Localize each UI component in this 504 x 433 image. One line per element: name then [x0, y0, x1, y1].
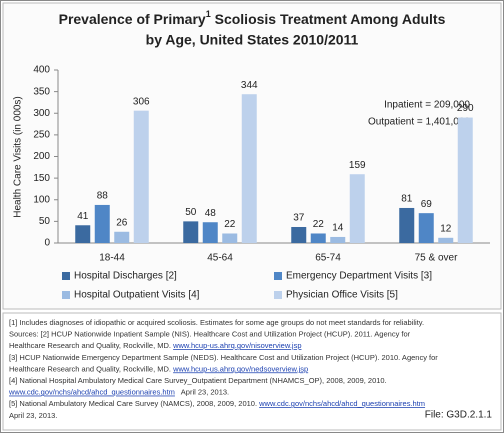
- footnote-text: Sources: [2] HCUP Nationwide Inpatient S…: [9, 330, 411, 339]
- bar: [94, 204, 110, 243]
- footnote-line: Sources: [2] HCUP Nationwide Inpatient S…: [9, 330, 411, 339]
- title-superscript: 1: [206, 9, 211, 19]
- footnote-text: [5] National Ambulatory Medical Care Sur…: [9, 399, 259, 408]
- bar: [114, 231, 130, 243]
- bar: [75, 225, 91, 243]
- value-label: 69: [421, 199, 433, 210]
- legend-swatch: [274, 291, 282, 299]
- chart-title: Prevalence of Primary1 Scoliosis Treatme…: [59, 9, 446, 26]
- footnote-line: www.cdc.gov/nchs/ahcd/ahcd_questionnaire…: [8, 388, 229, 397]
- value-label: 14: [332, 223, 344, 234]
- bar: [349, 174, 365, 243]
- annotation: Outpatient = 1,401,000: [368, 117, 470, 128]
- title-part: Scoliosis Treatment Among Adults: [211, 11, 446, 27]
- value-label: 41: [77, 211, 89, 222]
- legend-swatch: [62, 291, 70, 299]
- legend-swatch: [274, 272, 282, 280]
- value-label: 344: [241, 80, 258, 91]
- bar: [291, 226, 307, 243]
- y-tick-label: 0: [44, 238, 50, 249]
- bar: [133, 110, 149, 243]
- value-label: 88: [97, 191, 109, 202]
- y-tick-label: 250: [33, 130, 50, 141]
- x-tick-label: 65-74: [315, 253, 341, 264]
- value-label: 48: [205, 208, 217, 219]
- footnote-line: Healthcare Research and Quality, Rockvil…: [9, 341, 302, 350]
- value-label: 12: [440, 223, 452, 234]
- value-label: 22: [224, 219, 236, 230]
- x-tick-label: 18-44: [99, 253, 125, 264]
- footnote-text: April 23, 2013.: [9, 411, 57, 420]
- footnote-text: [1] Includes diagnoses of idiopathic or …: [9, 318, 424, 327]
- bar: [310, 233, 326, 243]
- legend-swatch: [62, 272, 70, 280]
- x-tick-label: 45-64: [207, 253, 233, 264]
- annotation: Inpatient = 209,000: [384, 100, 470, 111]
- x-tick-label: 75 & over: [415, 253, 458, 264]
- footnote-line: [1] Includes diagnoses of idiopathic or …: [9, 318, 424, 327]
- footnote-line: April 23, 2013.: [9, 411, 57, 420]
- footnote-line: Healthcare Research and Quality, Rockvil…: [9, 364, 308, 373]
- y-tick-label: 300: [33, 108, 50, 119]
- bar: [330, 236, 346, 243]
- footnote-text: [4] National Hospital Ambulatory Medical…: [9, 376, 387, 385]
- footnote-panel: [2, 312, 502, 431]
- legend-label: Hospital Discharges [2]: [74, 271, 177, 282]
- y-axis-label: Health Care Visits (in 000s): [13, 96, 24, 218]
- value-label: 26: [116, 217, 128, 228]
- y-tick-label: 150: [33, 173, 50, 184]
- value-label: 50: [185, 207, 197, 218]
- value-label: 306: [133, 96, 150, 107]
- footnote-text: Healthcare Research and Quality, Rockvil…: [9, 364, 173, 373]
- bar: [418, 213, 434, 243]
- value-label: 290: [457, 103, 474, 114]
- chart-title: by Age, United States 2010/2011: [146, 32, 359, 48]
- footnote-text: April 23, 2013.: [175, 388, 229, 397]
- footnote-line: [4] National Hospital Ambulatory Medical…: [9, 376, 387, 385]
- y-tick-label: 400: [33, 65, 50, 76]
- legend-label: Physician Office Visits [5]: [286, 290, 398, 301]
- value-label: 81: [401, 194, 413, 205]
- y-tick-label: 50: [39, 216, 51, 227]
- footnote-link: www.cdc.gov/nchs/ahcd/ahcd_questionnaire…: [258, 399, 425, 408]
- footnote-link: www.hcup-us.ahrq.gov/nedsoverview.jsp: [172, 364, 308, 373]
- y-tick-label: 350: [33, 86, 50, 97]
- footnote-link: www.hcup-us.ahrq.gov/nisoverview.jsp: [172, 341, 301, 350]
- bar: [183, 221, 199, 243]
- value-label: 22: [313, 219, 325, 230]
- bar: [241, 94, 257, 243]
- legend-label: Emergency Department Visits [3]: [286, 271, 432, 282]
- y-tick-label: 100: [33, 194, 50, 205]
- footnote-text: [3] HCUP Nationwide Emergency Department…: [9, 353, 438, 362]
- file-id: File: G3D.2.1.1: [425, 410, 493, 421]
- bar: [399, 207, 415, 243]
- footnote-line: [3] HCUP Nationwide Emergency Department…: [9, 353, 438, 362]
- bar: [438, 237, 454, 243]
- bar: [457, 117, 473, 243]
- title-part: Prevalence of Primary: [59, 11, 206, 27]
- legend-label: Hospital Outpatient Visits [4]: [74, 290, 200, 301]
- footnote-link: www.cdc.gov/nchs/ahcd/ahcd_questionnaire…: [8, 388, 175, 397]
- footnote-line: [5] National Ambulatory Medical Care Sur…: [9, 399, 425, 408]
- value-label: 37: [293, 213, 305, 224]
- y-tick-label: 200: [33, 151, 50, 162]
- bar: [202, 222, 218, 243]
- footnote-text: Healthcare Research and Quality, Rockvil…: [9, 341, 173, 350]
- bar: [222, 233, 238, 243]
- value-label: 159: [349, 160, 366, 171]
